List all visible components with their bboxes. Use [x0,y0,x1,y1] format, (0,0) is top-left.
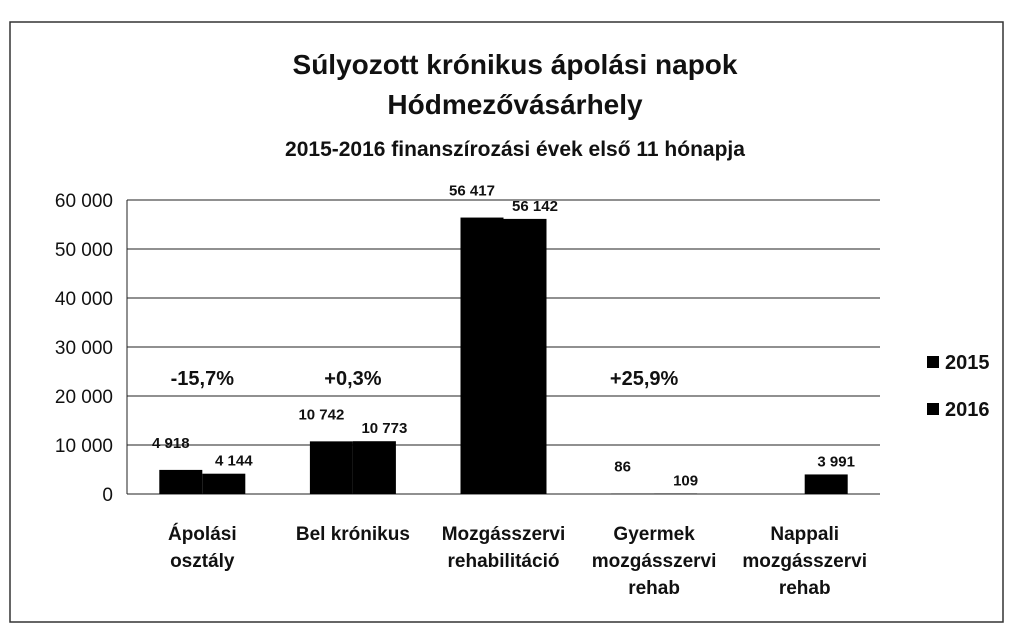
bar [503,218,547,494]
annotation: +0,3% [324,368,381,390]
data-label: 86 [614,459,631,476]
x-tick-label-line: rehabilitáció [448,551,560,572]
bar [159,469,203,494]
x-tick-label-line: mozgásszervi [592,551,717,572]
data-label: 4 918 [152,435,190,452]
bar [804,474,848,494]
x-tick-label-line: Bel krónikus [296,524,410,545]
x-tick-label-line: Nappali [770,524,839,545]
data-label: 56 142 [512,198,558,215]
data-label: 3 991 [817,453,855,470]
data-label: 109 [673,472,698,489]
chart-subtitle: 2015-2016 finanszírozási évek első 11 hó… [285,138,745,161]
y-tick-label: 60 000 [55,191,113,212]
y-tick-label: 0 [102,485,113,506]
y-tick-label: 10 000 [55,436,113,457]
data-label: 10 773 [361,420,407,437]
legend-swatch [927,356,939,368]
y-tick-label: 50 000 [55,240,113,261]
y-tick-label: 40 000 [55,289,113,310]
x-tick-label-line: Ápolási [168,523,237,545]
x-tick-label: Ápolási osztály [168,523,237,572]
x-tick-label-line: rehab [628,578,680,599]
data-label: 4 144 [215,453,253,470]
y-tick-label: 30 000 [55,338,113,359]
x-tick-label: Mozgásszervi rehabilitáció [442,524,566,572]
frame [9,21,1004,623]
data-label: 10 742 [298,406,344,423]
annotation: -15,7% [171,368,235,390]
legend-label: 2015 [945,352,990,374]
chart-title: Hódmezővásárhely [387,89,643,120]
annotation: +25,9% [610,368,679,390]
x-tick-label-line: Mozgásszervi [442,524,566,545]
x-tick-label: Bel krónikus [296,524,410,545]
x-tick-label-line: Gyermek [613,524,695,545]
bar [352,441,396,494]
chart-title: Súlyozott krónikus ápolási napok [293,49,738,80]
legend-swatch [927,403,939,415]
bar [202,473,246,494]
x-tick-label-line: rehab [779,578,831,599]
x-tick-label-line: osztály [170,551,235,572]
x-tick-label-line: mozgásszervi [742,551,867,572]
bar [460,217,504,494]
x-tick-label: Gyermek mozgásszervi rehab [592,524,717,599]
bar [309,441,353,494]
bar [654,493,698,494]
y-tick-label: 20 000 [55,387,113,408]
legend-label: 2016 [945,399,990,421]
data-label: 56 417 [449,183,495,200]
x-tick-label: Nappali mozgásszervi rehab [742,524,867,599]
